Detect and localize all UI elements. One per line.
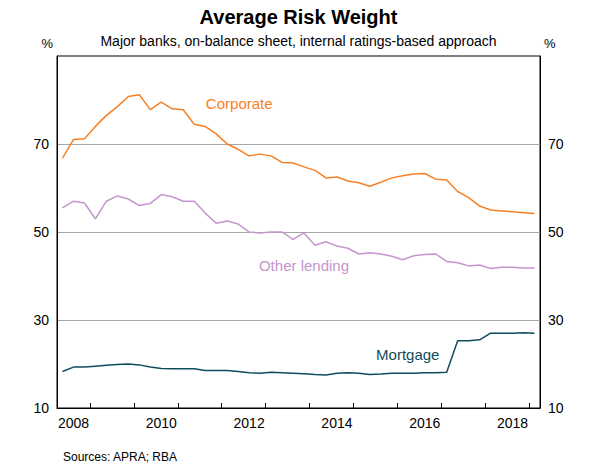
svg-text:10: 10 bbox=[33, 400, 49, 416]
svg-text:Average Risk Weight: Average Risk Weight bbox=[200, 6, 398, 28]
svg-text:Mortgage: Mortgage bbox=[376, 346, 439, 363]
svg-text:%: % bbox=[41, 36, 53, 51]
svg-text:2016: 2016 bbox=[409, 415, 440, 431]
svg-text:2012: 2012 bbox=[234, 415, 265, 431]
svg-text:50: 50 bbox=[548, 224, 564, 240]
svg-text:Sources: APRA; RBA: Sources: APRA; RBA bbox=[63, 450, 177, 464]
svg-text:70: 70 bbox=[33, 136, 49, 152]
svg-text:2010: 2010 bbox=[146, 415, 177, 431]
svg-text:2018: 2018 bbox=[497, 415, 528, 431]
svg-text:2014: 2014 bbox=[321, 415, 352, 431]
svg-text:70: 70 bbox=[548, 136, 564, 152]
svg-text:%: % bbox=[544, 36, 556, 51]
svg-text:50: 50 bbox=[33, 224, 49, 240]
svg-text:2008: 2008 bbox=[58, 415, 89, 431]
svg-text:Major banks, on-balance sheet,: Major banks, on-balance sheet, internal … bbox=[100, 33, 496, 49]
svg-text:Corporate: Corporate bbox=[206, 95, 273, 112]
svg-text:10: 10 bbox=[548, 400, 564, 416]
svg-text:Other lending: Other lending bbox=[259, 257, 349, 274]
svg-text:30: 30 bbox=[548, 312, 564, 328]
svg-text:30: 30 bbox=[33, 312, 49, 328]
